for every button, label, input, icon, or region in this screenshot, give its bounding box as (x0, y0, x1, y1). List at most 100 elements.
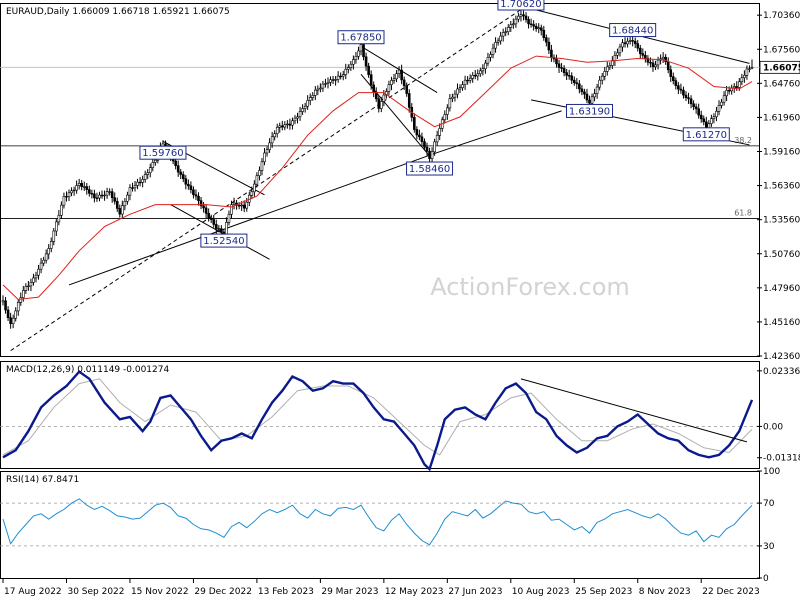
candle-body (400, 69, 403, 81)
candle-body (618, 46, 622, 54)
candle-body (481, 68, 485, 72)
candle-body (461, 84, 464, 88)
candle-body (100, 194, 104, 197)
rsi-line (2, 498, 753, 546)
candle-body (692, 103, 695, 108)
candle-body (471, 75, 475, 79)
candle-body (514, 18, 518, 25)
candle-body (72, 189, 76, 192)
candle-body (613, 55, 617, 61)
current-price-label: 1.66075 (763, 63, 800, 73)
candle-body (27, 285, 30, 288)
candle-body (413, 117, 416, 130)
candle-body (146, 172, 150, 175)
candle-body (600, 75, 604, 81)
x-tick-label: 29 Dec 2022 (194, 587, 252, 597)
candle-body (527, 19, 530, 25)
candle-body (82, 186, 86, 188)
candle-body (694, 106, 698, 110)
candle-body (339, 75, 342, 78)
candle-body (321, 83, 325, 89)
candle-body (133, 185, 137, 189)
candle-body (67, 192, 71, 197)
candle-body (126, 194, 129, 202)
candle-body (720, 101, 723, 106)
x-tick-label: 12 May 2023 (385, 587, 444, 597)
candle-body (260, 161, 264, 171)
candle-body (204, 207, 208, 214)
candle-body (336, 75, 340, 80)
candle-body (184, 178, 188, 185)
candle-body (382, 94, 386, 102)
candle-body (199, 200, 203, 207)
price-title: EURAUD,Daily 1.66009 1.66718 1.65921 1.6… (6, 7, 230, 17)
candle-body (85, 186, 89, 190)
moving-average-line (2, 55, 753, 301)
candle-body (633, 40, 637, 44)
candle-body (651, 62, 655, 68)
candle-body (489, 54, 492, 58)
trendline (68, 152, 435, 286)
candle-body (75, 185, 78, 191)
candle-body (265, 149, 269, 154)
swing-label-box (337, 30, 385, 45)
swing-label: 1.58460 (409, 164, 450, 175)
candle-body (70, 190, 73, 194)
candle-body (118, 208, 122, 215)
candle-body (572, 79, 576, 84)
rsi-title: RSI(14) 67.8471 (6, 475, 79, 485)
candle-body (608, 65, 612, 68)
candle-body (214, 224, 218, 229)
candle-body (590, 96, 594, 104)
rsi-y-tick-label: 0 (763, 574, 769, 584)
candle-body (113, 197, 117, 202)
rsi-y-tick-label: 30 (763, 542, 775, 552)
macd-pane[interactable]: 0.023366 0.00 -0.013186 MACD(12,26,9) 0.011… (0, 361, 800, 472)
candle-body (192, 189, 195, 195)
price-pane[interactable]: ActionForex.com 38.2 61.8 1.70620 1.68440 1.6… (0, 0, 800, 362)
candle-body (273, 133, 276, 138)
rsi-pane[interactable]: 100 70 30 0 RSI(14) 67.8471 (0, 467, 780, 584)
candle-body (397, 69, 401, 74)
candle-body (735, 86, 739, 88)
x-tick-label: 25 Sep 2023 (575, 587, 632, 597)
candle-body (255, 175, 259, 185)
candle-body (390, 80, 393, 86)
candle-body (49, 241, 53, 249)
candle-body (387, 84, 391, 92)
candle-body (433, 141, 436, 153)
candle-body (298, 111, 302, 118)
candle-body (555, 58, 558, 65)
candle-body (19, 297, 23, 303)
candle-body (88, 189, 91, 194)
candle-body (220, 228, 223, 233)
candle-body (605, 66, 609, 72)
candle-body (674, 80, 678, 86)
candle-body (288, 123, 292, 126)
candle-body (306, 100, 309, 107)
candle-body (580, 88, 584, 93)
swing-label-box (200, 233, 248, 248)
candle-body (512, 23, 515, 26)
candle-body (32, 277, 35, 283)
candle-body (52, 230, 56, 242)
candle-body (570, 75, 574, 81)
candle-body (349, 63, 353, 68)
candle-body (105, 191, 109, 196)
candle-body (687, 97, 690, 100)
candle-body (646, 58, 650, 63)
candle-body (517, 15, 520, 20)
candle-body (179, 171, 183, 175)
candle-body (712, 116, 716, 119)
candle-body (181, 174, 185, 180)
candle-body (666, 61, 670, 71)
candle-body (504, 31, 508, 33)
y-tick-label: 1.45160 (763, 318, 800, 328)
candle-body (509, 24, 513, 28)
y-tick-label: 1.53560 (763, 216, 800, 226)
candle-body (722, 95, 726, 103)
candle-body (677, 85, 680, 90)
candle-body (98, 194, 101, 199)
